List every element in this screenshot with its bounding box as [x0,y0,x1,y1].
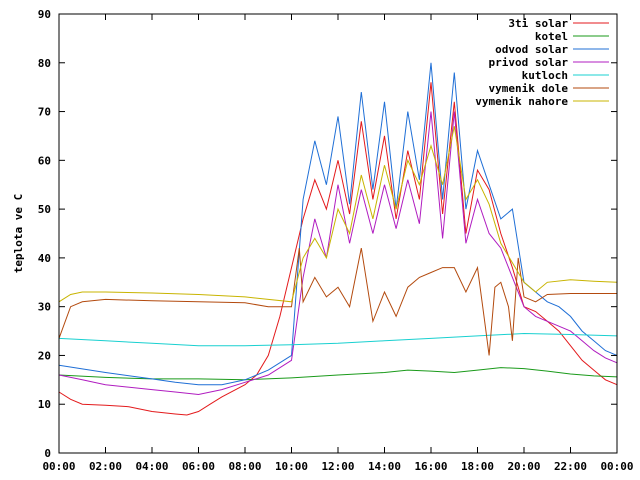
x-tick-label: 06:00 [182,460,215,473]
x-tick-label: 12:00 [321,460,354,473]
x-tick-label: 14:00 [368,460,401,473]
x-tick-label: 22:00 [554,460,587,473]
x-tick-label: 08:00 [228,460,261,473]
y-tick-label: 80 [38,57,51,70]
x-tick-label: 18:00 [461,460,494,473]
legend-label: vymenik nahore [475,95,568,108]
series-line-5 [58,248,617,356]
y-tick-label: 90 [38,8,51,21]
series-line-1 [58,367,618,381]
y-tick-label: 30 [38,301,51,314]
y-tick-label: 60 [38,154,51,167]
y-tick-label: 10 [38,398,51,411]
x-tick-label: 10:00 [275,460,308,473]
legend-label: odvod solar [495,43,568,56]
series-line-3 [58,111,618,396]
legend-label: kotel [535,30,568,43]
series-line-0 [58,82,618,416]
series-lines [58,62,618,416]
x-tick-label: 16:00 [414,460,447,473]
legend-label: kutloch [522,69,568,82]
legend-label: vymenik dole [489,82,569,95]
y-tick-label: 0 [44,447,51,460]
y-tick-label: 70 [38,106,51,119]
y-tick-label: 40 [38,252,51,265]
y-axis-label: teplota ve C [12,194,25,273]
x-tick-label: 00:00 [42,460,75,473]
y-axis: 0 10 20 30 40 50 60 70 80 90 [38,8,617,460]
series-line-6 [58,126,618,303]
x-axis: 00:00 02:00 04:00 06:00 08:00 10:00 12:00 14:00… [42,14,634,473]
y-tick-label: 20 [38,349,51,362]
x-tick-label: 02:00 [89,460,122,473]
x-tick-label: 04:00 [135,460,168,473]
x-tick-label: 00:00 [600,460,633,473]
legend-label: 3ti solar [508,17,568,30]
series-line-2 [58,62,618,386]
legend-label: privod solar [489,56,569,69]
series-line-4 [58,332,618,347]
y-tick-label: 50 [38,203,51,216]
x-tick-label: 20:00 [507,460,540,473]
